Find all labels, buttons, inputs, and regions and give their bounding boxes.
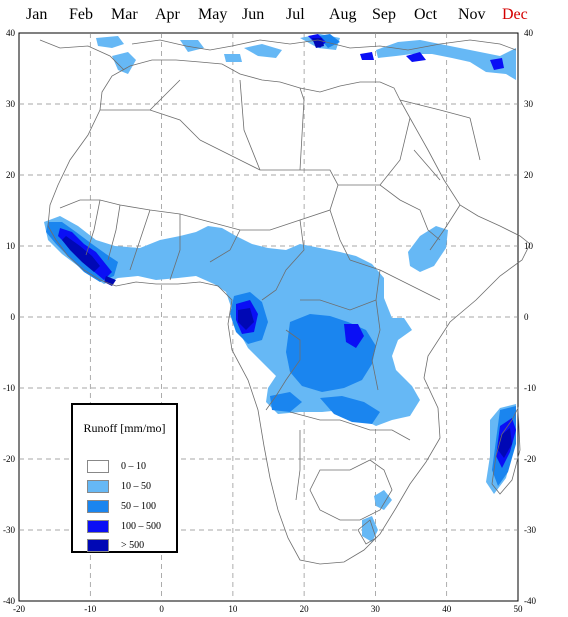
x-tick-label: 40 bbox=[442, 604, 452, 614]
legend-swatch bbox=[87, 480, 109, 493]
month-may[interactable]: May bbox=[198, 6, 228, 23]
month-jun[interactable]: Jun bbox=[242, 6, 265, 23]
runoff-cells bbox=[44, 34, 516, 542]
y-tick-label-left: -30 bbox=[3, 525, 15, 535]
month-jan[interactable]: Jan bbox=[26, 6, 48, 23]
legend-label: 10 – 50 bbox=[121, 481, 151, 492]
y-tick-label-left: 20 bbox=[6, 170, 16, 180]
month-nov[interactable]: Nov bbox=[458, 6, 486, 23]
legend-title: Runoff [mm/mo] bbox=[83, 421, 166, 435]
y-tick-label-left: -10 bbox=[3, 383, 15, 393]
y-tick-label-right: -10 bbox=[524, 383, 536, 393]
legend-swatch bbox=[87, 460, 109, 473]
month-aug[interactable]: Aug bbox=[329, 6, 357, 23]
legend-row: 0 – 10 bbox=[87, 460, 177, 474]
month-jul[interactable]: Jul bbox=[286, 6, 305, 23]
legend-swatch bbox=[87, 539, 109, 552]
legend-row: 100 – 500 bbox=[87, 520, 177, 534]
y-tick-label-right: 20 bbox=[524, 170, 534, 180]
y-tick-label-left: 30 bbox=[6, 99, 16, 109]
legend-swatch bbox=[87, 520, 109, 533]
coastlines-and-borders bbox=[39, 39, 531, 565]
legend-label: > 500 bbox=[121, 540, 145, 551]
month-selector: Jan Feb Mar Apr May Jun Jul Aug Sep Oct … bbox=[0, 6, 568, 28]
x-tick-label: 30 bbox=[371, 604, 381, 614]
runoff-legend: Runoff [mm/mo] 0 – 10 10 – 50 50 – 100 1… bbox=[71, 403, 178, 553]
month-oct[interactable]: Oct bbox=[414, 6, 438, 23]
legend-label: 100 – 500 bbox=[121, 521, 161, 532]
x-tick-label: -20 bbox=[13, 604, 25, 614]
legend-row: 10 – 50 bbox=[87, 480, 177, 494]
month-feb[interactable]: Feb bbox=[69, 6, 93, 23]
y-tick-label-right: 10 bbox=[524, 241, 534, 251]
month-dec[interactable]: Dec bbox=[502, 6, 528, 23]
y-tick-label-right: 30 bbox=[524, 99, 534, 109]
legend-label: 50 – 100 bbox=[121, 501, 156, 512]
x-tick-label: 50 bbox=[514, 604, 524, 614]
legend-row: > 500 bbox=[87, 539, 177, 553]
y-tick-label-left: 40 bbox=[6, 28, 16, 38]
x-tick-label: -10 bbox=[84, 604, 96, 614]
y-tick-label-right: 0 bbox=[524, 312, 529, 322]
y-tick-label-left: 10 bbox=[6, 241, 16, 251]
y-tick-label-right: 40 bbox=[524, 28, 534, 38]
x-tick-label: 0 bbox=[159, 604, 164, 614]
y-tick-label-left: -20 bbox=[3, 454, 15, 464]
y-tick-label-right: -30 bbox=[524, 525, 536, 535]
y-tick-label-left: -40 bbox=[3, 596, 15, 606]
month-apr[interactable]: Apr bbox=[155, 6, 180, 23]
x-tick-label: 20 bbox=[300, 604, 310, 614]
x-tick-label: 10 bbox=[228, 604, 238, 614]
legend-label: 0 – 10 bbox=[121, 461, 146, 472]
y-tick-label-left: 0 bbox=[11, 312, 16, 322]
y-tick-label-right: -20 bbox=[524, 454, 536, 464]
y-tick-label-right: -40 bbox=[524, 596, 536, 606]
legend-swatch bbox=[87, 500, 109, 513]
legend-row: 50 – 100 bbox=[87, 500, 177, 514]
month-mar[interactable]: Mar bbox=[111, 6, 138, 23]
month-sep[interactable]: Sep bbox=[372, 6, 396, 23]
axis-labels: -20 -10 0 10 20 30 40 50 40 30 20 10 0 -… bbox=[3, 28, 536, 614]
